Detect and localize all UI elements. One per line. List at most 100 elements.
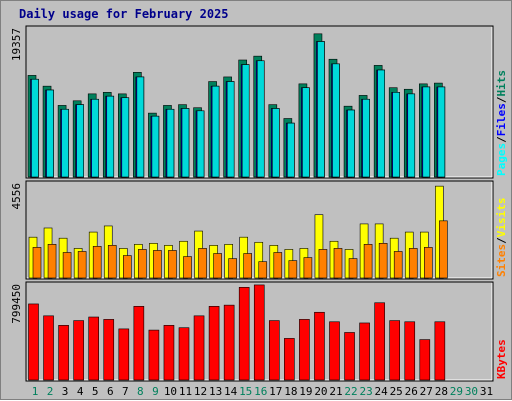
panel-3-max-label: 799450 bbox=[10, 284, 23, 324]
kbytes-bar-9 bbox=[148, 329, 160, 381]
sites-bar-26 bbox=[408, 248, 418, 279]
sites-bar-7 bbox=[123, 255, 132, 279]
pages-bar-13 bbox=[211, 85, 220, 178]
pages-bar-1 bbox=[31, 78, 39, 178]
sites-bar-6 bbox=[107, 245, 117, 279]
kbytes-bar-27 bbox=[419, 339, 431, 381]
legend-hits: Hits bbox=[495, 70, 508, 97]
kbytes-bar-8 bbox=[133, 306, 145, 381]
sites-bar-19 bbox=[303, 257, 313, 279]
pages-bar-19 bbox=[302, 87, 310, 178]
day-label-9: 9 bbox=[152, 385, 159, 398]
pages-bar-3 bbox=[61, 108, 69, 178]
kbytes-bar-14 bbox=[223, 304, 235, 381]
day-label-1: 1 bbox=[32, 385, 39, 398]
panel-1-border bbox=[25, 25, 494, 179]
legend-files: Files bbox=[495, 103, 508, 136]
sites-bar-24 bbox=[378, 242, 388, 279]
pages-bar-12 bbox=[196, 110, 205, 178]
pages-bar-2 bbox=[46, 89, 54, 178]
day-label-24: 24 bbox=[375, 385, 389, 398]
day-label-30: 30 bbox=[465, 385, 478, 398]
sites-bar-20 bbox=[318, 249, 328, 279]
kbytes-bar-3 bbox=[58, 325, 69, 381]
day-label-2: 2 bbox=[47, 385, 54, 398]
pages-bar-22 bbox=[347, 109, 355, 178]
kbytes-bar-4 bbox=[73, 320, 84, 381]
day-label-29: 29 bbox=[450, 385, 463, 398]
panel-2-border bbox=[25, 180, 494, 280]
day-label-25: 25 bbox=[390, 385, 403, 398]
day-label-26: 26 bbox=[405, 385, 418, 398]
pages-bar-25 bbox=[392, 92, 401, 178]
kbytes-bar-24 bbox=[374, 302, 385, 381]
panel-3-border bbox=[25, 281, 494, 382]
day-label-7: 7 bbox=[122, 385, 129, 398]
day-label-5: 5 bbox=[92, 385, 99, 398]
day-label-4: 4 bbox=[77, 385, 84, 398]
panel-2-max-label: 4556 bbox=[10, 183, 23, 210]
kbytes-bar-25 bbox=[389, 320, 401, 381]
pages-bar-24 bbox=[377, 69, 385, 178]
sites-bar-23 bbox=[363, 244, 373, 279]
day-label-14: 14 bbox=[224, 385, 238, 398]
kbytes-bar-1 bbox=[28, 303, 39, 381]
pages-bar-6 bbox=[106, 95, 115, 178]
chart-title: Daily usage for February 2025 bbox=[19, 7, 229, 21]
panel-3-legend: KBytes bbox=[495, 339, 508, 379]
sites-bar-9 bbox=[153, 250, 162, 279]
panel-1-legend: Pages/Files/Hits bbox=[495, 70, 508, 176]
kbytes-bar-16 bbox=[253, 284, 265, 381]
legend-pages: Pages bbox=[495, 143, 508, 176]
kbytes-bar-6 bbox=[103, 319, 115, 381]
sites-bar-18 bbox=[288, 260, 298, 279]
day-label-10: 10 bbox=[164, 385, 177, 398]
pages-bar-4 bbox=[76, 104, 84, 178]
day-label-18: 18 bbox=[284, 385, 297, 398]
sites-bar-5 bbox=[92, 246, 102, 279]
sites-bar-3 bbox=[62, 252, 72, 279]
kbytes-bar-15 bbox=[238, 287, 250, 381]
kbytes-bar-26 bbox=[404, 321, 416, 381]
pages-bar-14 bbox=[226, 81, 235, 178]
day-label-31: 31 bbox=[480, 385, 493, 398]
sites-bar-8 bbox=[138, 249, 147, 279]
sites-bar-12 bbox=[198, 248, 207, 279]
day-label-20: 20 bbox=[314, 385, 327, 398]
sites-bar-1 bbox=[32, 247, 42, 279]
kbytes-bar-17 bbox=[268, 320, 280, 381]
kbytes-bar-2 bbox=[43, 315, 54, 381]
kbytes-bar-22 bbox=[344, 332, 355, 381]
sites-bar-27 bbox=[423, 247, 433, 279]
kbytes-bar-11 bbox=[178, 327, 190, 381]
day-label-12: 12 bbox=[194, 385, 207, 398]
day-label-3: 3 bbox=[62, 385, 69, 398]
kbytes-bar-10 bbox=[163, 325, 175, 381]
sites-bar-2 bbox=[47, 244, 57, 279]
day-label-19: 19 bbox=[299, 385, 312, 398]
day-label-15: 15 bbox=[239, 385, 252, 398]
sites-bar-21 bbox=[333, 248, 343, 279]
kbytes-bar-21 bbox=[329, 321, 340, 381]
legend-visits: Visits bbox=[495, 198, 508, 238]
kbytes-bar-19 bbox=[299, 319, 310, 381]
pages-bar-21 bbox=[332, 63, 340, 178]
pages-bar-18 bbox=[287, 122, 295, 178]
sites-bar-11 bbox=[183, 256, 192, 279]
pages-bar-26 bbox=[407, 93, 416, 178]
sites-bar-10 bbox=[168, 250, 177, 279]
sites-bar-28 bbox=[439, 220, 448, 279]
kbytes-bar-18 bbox=[284, 338, 295, 381]
day-label-17: 17 bbox=[269, 385, 282, 398]
pages-bar-5 bbox=[91, 98, 99, 178]
pages-bar-20 bbox=[317, 41, 325, 178]
sites-bar-15 bbox=[243, 253, 252, 279]
legend-kbytes: KBytes bbox=[495, 339, 508, 379]
pages-bar-9 bbox=[151, 115, 160, 178]
day-label-22: 22 bbox=[344, 385, 357, 398]
kbytes-bar-13 bbox=[208, 306, 220, 381]
pages-bar-11 bbox=[181, 108, 190, 178]
kbytes-bar-20 bbox=[314, 311, 325, 381]
